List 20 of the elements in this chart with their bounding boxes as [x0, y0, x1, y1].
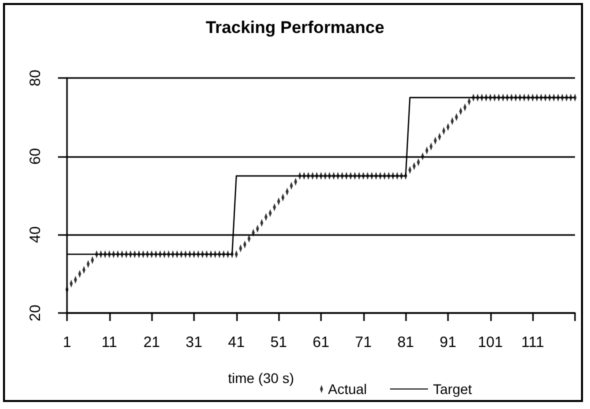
x-tick-label: 41 [228, 334, 245, 351]
x-tick-label: 61 [312, 334, 330, 351]
x-tick-label: 111 [521, 334, 544, 351]
y-tick-label: 60 [27, 148, 44, 165]
y-tick-label: 20 [27, 304, 44, 322]
legend-label: Target [433, 381, 472, 397]
x-tick-label: 101 [478, 334, 503, 351]
x-axis-title: time (30 s) [228, 370, 294, 386]
x-tick-label: 1 [62, 334, 72, 351]
x-tick-label: 81 [397, 334, 414, 351]
x-tick-label: 11 [102, 334, 118, 351]
chart-title: Tracking Performance [206, 18, 384, 37]
x-tick-label: 91 [440, 334, 456, 351]
x-tick-label: 31 [186, 334, 202, 351]
x-tick-label: 21 [143, 334, 160, 351]
x-tick-label: 71 [354, 334, 372, 351]
y-tick-label: 40 [27, 226, 44, 244]
x-tick-label: 51 [270, 334, 288, 351]
legend-label: Actual [328, 381, 367, 397]
y-tick-label: 80 [27, 70, 44, 86]
